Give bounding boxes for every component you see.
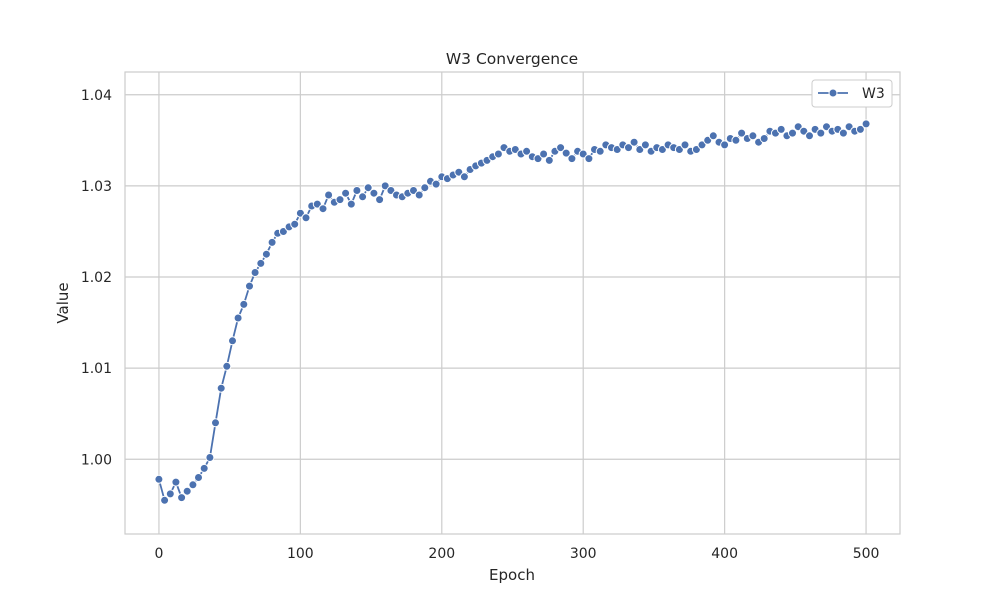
data-point bbox=[290, 219, 300, 229]
data-point bbox=[182, 486, 192, 496]
data-point bbox=[335, 195, 345, 205]
data-point bbox=[341, 188, 351, 198]
data-point bbox=[459, 172, 469, 182]
data-point bbox=[595, 146, 605, 156]
data-point bbox=[640, 140, 650, 150]
data-point bbox=[352, 186, 362, 195]
data-point bbox=[222, 361, 232, 371]
legend-marker bbox=[828, 88, 838, 98]
data-point bbox=[160, 495, 170, 505]
data-point bbox=[233, 313, 243, 323]
data-point bbox=[267, 237, 277, 247]
x-tick-label: 400 bbox=[711, 546, 738, 562]
data-point bbox=[312, 199, 322, 209]
data-point bbox=[720, 140, 730, 150]
data-point bbox=[380, 181, 390, 191]
chart-title: W3 Convergence bbox=[446, 50, 578, 68]
data-point bbox=[708, 131, 718, 141]
data-point bbox=[318, 204, 328, 214]
data-point bbox=[165, 489, 175, 499]
data-point bbox=[431, 179, 441, 189]
data-point bbox=[776, 124, 786, 134]
legend-box bbox=[811, 79, 893, 108]
x-tick-label: 300 bbox=[570, 546, 597, 562]
data-point bbox=[177, 493, 187, 503]
data-point bbox=[205, 453, 215, 462]
data-point bbox=[737, 128, 747, 138]
legend-label-w3: W3 bbox=[862, 86, 885, 102]
data-point bbox=[680, 140, 690, 150]
data-point bbox=[788, 128, 797, 138]
y-tick-label: 1.01 bbox=[81, 361, 112, 377]
data-point bbox=[556, 143, 566, 153]
data-point bbox=[861, 119, 871, 129]
data-point bbox=[346, 199, 356, 209]
data-point bbox=[799, 126, 809, 136]
y-tick-label: 1.02 bbox=[81, 270, 112, 286]
data-point bbox=[188, 480, 198, 490]
x-axis-label: Epoch bbox=[489, 566, 535, 584]
data-point bbox=[567, 154, 577, 164]
data-point bbox=[816, 128, 826, 138]
data-point bbox=[363, 183, 373, 193]
y-tick-label: 1.04 bbox=[81, 88, 112, 104]
data-point bbox=[245, 281, 254, 291]
data-point bbox=[855, 124, 865, 134]
data-point bbox=[697, 140, 707, 150]
data-point bbox=[544, 155, 554, 165]
data-point bbox=[657, 145, 667, 154]
data-point bbox=[838, 128, 848, 138]
y-tick-label: 1.03 bbox=[81, 179, 112, 195]
y-axis-label: Value bbox=[54, 282, 72, 323]
data-point bbox=[154, 474, 164, 484]
x-tick-label: 500 bbox=[853, 546, 880, 562]
x-tick-label: 0 bbox=[154, 546, 163, 562]
series-layer bbox=[154, 119, 871, 505]
data-point bbox=[805, 131, 814, 141]
data-point bbox=[539, 149, 549, 159]
data-point bbox=[358, 192, 368, 202]
data-point bbox=[256, 258, 266, 268]
data-point bbox=[211, 418, 220, 428]
data-point bbox=[629, 137, 639, 147]
data-point bbox=[731, 135, 741, 145]
data-point bbox=[561, 148, 571, 158]
x-tick-label: 100 bbox=[287, 546, 314, 562]
y-tick-label: 1.00 bbox=[81, 452, 112, 468]
data-point bbox=[199, 463, 209, 473]
legend: W3 bbox=[811, 79, 893, 108]
data-point bbox=[301, 213, 311, 223]
data-point bbox=[522, 146, 532, 156]
data-point bbox=[369, 188, 379, 198]
data-point bbox=[584, 154, 594, 164]
data-point bbox=[624, 143, 633, 153]
data-point bbox=[250, 268, 260, 277]
data-point bbox=[216, 383, 226, 393]
data-point bbox=[748, 131, 758, 141]
data-point bbox=[278, 227, 288, 236]
y-axis-ticks: 1.00 1.01 1.02 1.03 1.04 bbox=[81, 88, 112, 468]
data-point bbox=[759, 134, 769, 143]
data-point bbox=[228, 336, 237, 346]
data-point bbox=[578, 149, 588, 159]
data-point bbox=[493, 149, 503, 159]
data-point bbox=[324, 190, 334, 200]
data-point bbox=[194, 473, 203, 482]
data-point bbox=[414, 190, 424, 200]
x-tick-label: 200 bbox=[428, 546, 455, 562]
data-point bbox=[420, 183, 430, 193]
data-point bbox=[239, 299, 249, 309]
data-point bbox=[261, 249, 271, 259]
data-point bbox=[375, 195, 385, 205]
data-point bbox=[171, 477, 181, 487]
x-axis-ticks: 0 100 200 300 400 500 bbox=[154, 546, 879, 562]
